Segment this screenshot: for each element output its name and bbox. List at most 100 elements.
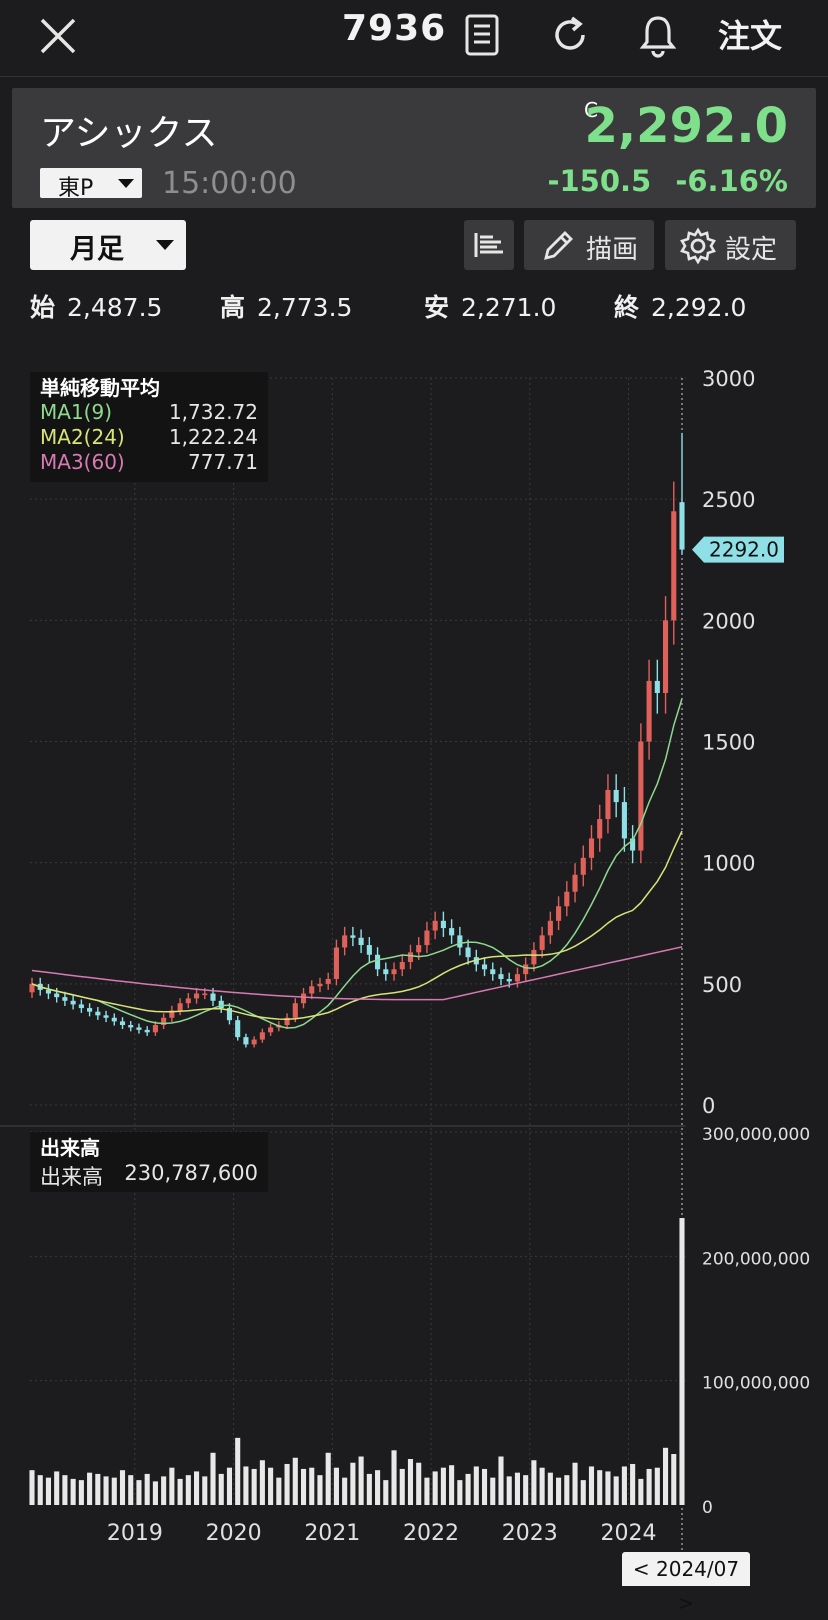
document-icon[interactable]: [462, 12, 502, 58]
volume-bar: [342, 1477, 348, 1505]
volume-bar: [226, 1467, 233, 1505]
volume-bar: [45, 1477, 52, 1505]
volume-bar: [276, 1477, 282, 1505]
volume-bar: [506, 1476, 512, 1505]
volume-bar: [416, 1462, 422, 1505]
volume-bar: [136, 1480, 142, 1505]
candle-body: [630, 838, 636, 851]
volume-bar: [251, 1468, 257, 1505]
bell-icon[interactable]: [638, 12, 678, 58]
volume-legend-value: 230,787,600: [124, 1161, 258, 1185]
candle-body: [325, 978, 331, 984]
change-percent: -6.16%: [675, 164, 788, 198]
candle-body: [78, 1004, 84, 1009]
draw-button[interactable]: 描画: [524, 220, 654, 270]
volume-bar: [144, 1473, 150, 1505]
candle-body: [210, 993, 216, 1001]
ma3-value: 777.71: [188, 450, 258, 474]
candle-body: [202, 993, 208, 996]
volume-bar: [671, 1454, 677, 1505]
x-tick-label: 2023: [502, 1521, 558, 1546]
candle-body: [564, 891, 570, 907]
candle-body: [62, 997, 68, 1001]
volume-bar: [556, 1477, 562, 1505]
candle-body: [605, 789, 611, 820]
volume-bar: [391, 1450, 397, 1505]
chevron-down-icon: [156, 240, 174, 250]
candle-body: [399, 962, 405, 970]
candle-body: [506, 978, 512, 982]
candle-body: [292, 1003, 298, 1018]
candle-body: [54, 993, 60, 998]
volume-bar: [29, 1470, 35, 1505]
candle-body: [358, 937, 364, 946]
price-change: -150.5 -6.16%: [547, 164, 788, 198]
volume-bar: [259, 1460, 265, 1505]
refresh-icon[interactable]: [550, 12, 590, 58]
price-tick-label: 3000: [702, 367, 755, 391]
candle-body: [556, 906, 562, 921]
volume-bar: [621, 1466, 627, 1505]
market-select[interactable]: 東P: [40, 168, 142, 201]
volume-bar: [202, 1476, 208, 1505]
candle-body: [457, 935, 463, 948]
volume-bar: [564, 1475, 570, 1505]
volume-bar: [333, 1467, 339, 1505]
candle-body: [613, 789, 619, 803]
volume-bar: [268, 1467, 274, 1505]
bars-icon: [474, 233, 503, 257]
volume-legend-label: 出来高: [40, 1165, 103, 1189]
ma3-label: MA3(60): [40, 450, 125, 474]
indicator-button[interactable]: [464, 220, 514, 270]
ohlc-open: 始 2,487.5: [30, 293, 163, 322]
volume-bar: [580, 1480, 586, 1505]
x-tick-label: 2022: [403, 1521, 459, 1546]
candle-body: [333, 947, 339, 979]
ma3-line: [31, 946, 683, 1001]
volume-bar: [235, 1437, 241, 1505]
volume-bar: [539, 1467, 545, 1505]
volume-bar: [70, 1478, 76, 1505]
chart-grid: [0, 377, 686, 1552]
candle-body: [259, 1032, 265, 1040]
settings-button[interactable]: 設定: [665, 220, 796, 270]
volume-bar: [654, 1467, 660, 1505]
volume-bar: [284, 1463, 290, 1505]
volume-bar: [514, 1472, 520, 1505]
volume-bar: [54, 1471, 60, 1505]
candle-body: [671, 511, 677, 621]
volume-bar: [111, 1477, 117, 1505]
volume-bar: [325, 1452, 331, 1505]
candle-body: [621, 802, 627, 839]
x-tick-label: 2020: [206, 1521, 262, 1546]
candle-body: [350, 935, 356, 938]
volume-bar: [243, 1466, 249, 1505]
volume-bar: [605, 1471, 611, 1505]
candle-body: [391, 969, 397, 975]
candle-body: [366, 945, 372, 955]
volume-bar: [161, 1476, 167, 1505]
candle-body: [416, 945, 422, 953]
candle-body: [136, 1027, 142, 1030]
candle-body: [235, 1020, 241, 1038]
close-icon[interactable]: [36, 14, 80, 58]
candle-body: [654, 680, 660, 694]
volume-bar: [87, 1472, 93, 1505]
draw-label: 描画: [586, 235, 639, 265]
date-navigator[interactable]: < 2024/07 >: [622, 1552, 750, 1615]
candle-body: [194, 993, 200, 999]
volume-bar: [383, 1480, 389, 1505]
volume-bar: [572, 1462, 578, 1505]
candle-body: [152, 1025, 158, 1033]
candle-body: [251, 1039, 257, 1045]
candle-body: [407, 952, 414, 963]
volume-tick-label: 300,000,000: [702, 1125, 810, 1145]
volume-bar: [169, 1467, 175, 1505]
order-button[interactable]: 注文: [717, 17, 782, 55]
price-chart[interactable]: 3000 2500 2000 1500 1000 500 0 300,000,000 200,0…: [0, 360, 828, 1552]
ma1-line: [31, 698, 683, 1029]
period-select[interactable]: 月足: [30, 220, 186, 270]
close-mark: C: [584, 98, 598, 122]
quote-panel: アシックス 東P 15:00:00 C 2,292.0 -150.5 -6.16…: [12, 88, 816, 208]
candle-body: [375, 954, 381, 970]
